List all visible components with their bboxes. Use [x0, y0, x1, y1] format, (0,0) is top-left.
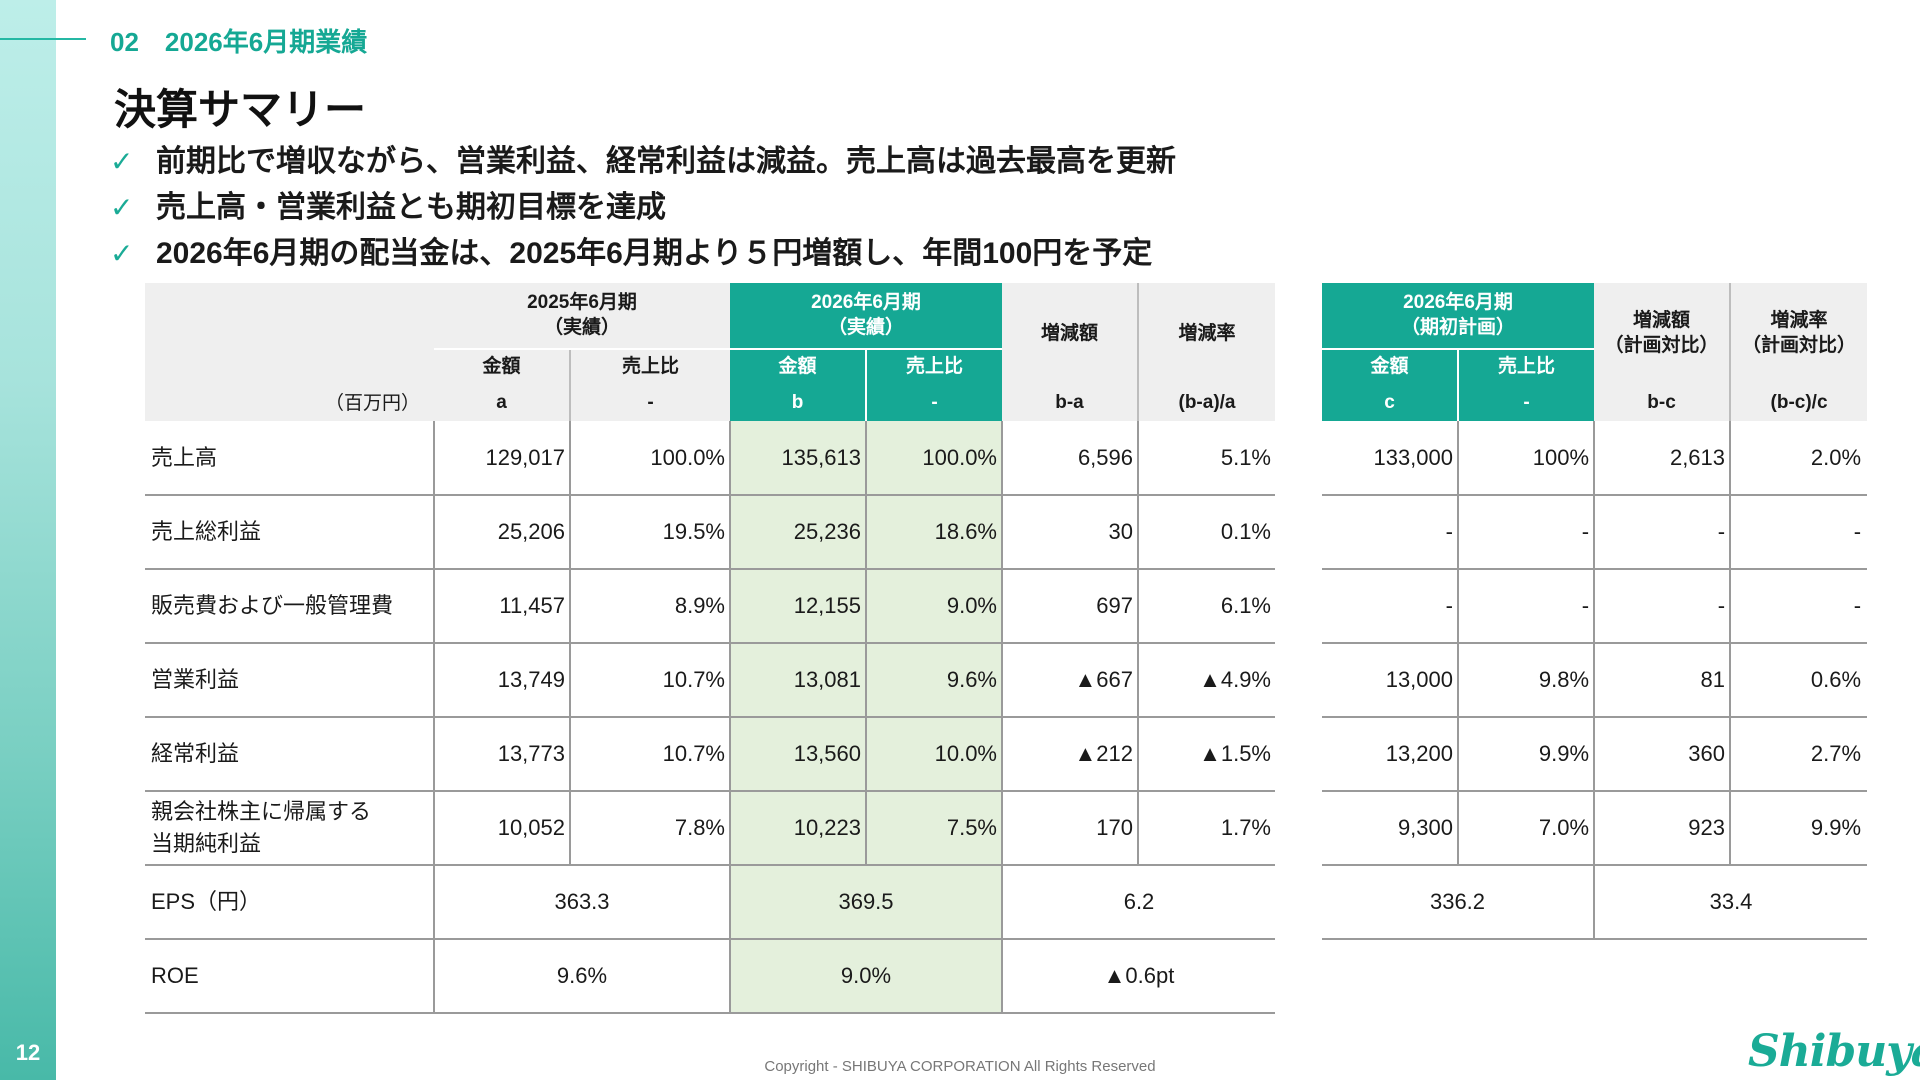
section-heading: 02 2026年6月期業績: [110, 22, 367, 59]
header-prev-year: 2025年6月期 （実績）: [434, 283, 730, 350]
section-title: 2026年6月期業績: [164, 27, 368, 57]
subheader-ratio: 売上比: [1456, 349, 1595, 385]
header-rate: 増減率: [1137, 283, 1275, 385]
plan-table: 2026年6月期 （期初計画） 増減額 （計画対比） 増減率 （計画対比） 金額…: [1322, 283, 1868, 940]
page-title: 決算サマリー: [114, 86, 367, 133]
header-plan: 2026年6月期 （期初計画）: [1322, 283, 1595, 350]
check-icon: ✓: [110, 192, 134, 223]
code-label: -: [569, 385, 730, 421]
bullet-item: ✓ 2026年6月期の配当金は、2025年6月期より５円増額し、年間100円を予定: [110, 232, 1176, 278]
code-label: b-c: [1594, 385, 1731, 421]
header-current-year: 2026年6月期 （実績）: [730, 283, 1002, 350]
code-label: c: [1322, 385, 1458, 421]
code-label: (b-c)/c: [1729, 385, 1868, 421]
table-row-eps: EPS（円） 363.3 369.5 6.2: [145, 865, 1275, 940]
section-number: 02: [110, 27, 139, 57]
subheader-amount: 金額: [434, 349, 570, 385]
shibuya-logo: Shibuya: [1748, 1026, 1920, 1077]
subheader-ratio: 売上比: [865, 349, 1002, 385]
page-number: 12: [15, 1040, 41, 1065]
code-label: -: [865, 385, 1002, 421]
bullet-item: ✓ 売上高・営業利益とも期初目標を達成: [110, 186, 1176, 232]
code-label: (b-a)/a: [1137, 385, 1275, 421]
unit-header-cell: （百万円）: [145, 283, 434, 421]
table-row: 13,000 9.8% 81 0.6%: [1322, 643, 1868, 718]
sidebar-gradient-bar: [0, 0, 56, 1080]
header-plan-rate: 増減率 （計画対比）: [1729, 283, 1868, 385]
table-row: 営業利益 13,749 10.7% 13,081 9.6% ▲667 ▲4.9%: [145, 643, 1275, 718]
bullet-item: ✓ 前期比で増収ながら、営業利益、経常利益は減益。売上高は過去最高を更新: [110, 140, 1176, 186]
check-icon: ✓: [110, 146, 134, 177]
subheader-ratio: 売上比: [569, 349, 730, 385]
copyright-footer: Copyright - SHIBUYA CORPORATION All Righ…: [764, 1058, 1156, 1075]
table-row: 9,300 7.0% 923 9.9%: [1322, 791, 1868, 866]
subheader-amount: 金額: [1322, 349, 1458, 385]
table-row-roe: ROE 9.6% 9.0% ▲0.6pt: [145, 939, 1275, 1014]
unit-label: （百万円）: [324, 393, 420, 414]
table-row: 13,200 9.9% 360 2.7%: [1322, 717, 1868, 792]
code-label: -: [1456, 385, 1595, 421]
table-row: 経常利益 13,773 10.7% 13,560 10.0% ▲212 ▲1.5…: [145, 717, 1275, 792]
check-icon: ✓: [110, 238, 134, 269]
table-row: - - - -: [1322, 569, 1868, 644]
section-divider-line: [0, 38, 86, 40]
table-row: 売上総利益 25,206 19.5% 25,236 18.6% 30 0.1%: [145, 495, 1275, 570]
code-label: b: [730, 385, 866, 421]
header-plan-diff: 増減額 （計画対比）: [1594, 283, 1731, 385]
code-label: a: [434, 385, 570, 421]
table-row-eps: 336.2 33.4: [1322, 865, 1868, 940]
table-row: 販売費および一般管理費 11,457 8.9% 12,155 9.0% 697 …: [145, 569, 1275, 644]
results-table: （百万円） 2025年6月期 （実績） 2026年6月期 （実績） 増減額 増減…: [145, 283, 1275, 1014]
table-row: 売上高 129,017 100.0% 135,613 100.0% 6,596 …: [145, 421, 1275, 496]
table-row: 親会社株主に帰属する 当期純利益 10,052 7.8% 10,223 7.5% …: [145, 791, 1275, 866]
summary-bullets: ✓ 前期比で増収ながら、営業利益、経常利益は減益。売上高は過去最高を更新 ✓ 売上高…: [110, 140, 1176, 278]
code-label: b-a: [1002, 385, 1138, 421]
table-row: 133,000 100% 2,613 2.0%: [1322, 421, 1868, 496]
header-diff: 増減額: [1002, 283, 1138, 385]
subheader-amount: 金額: [730, 349, 866, 385]
table-row: - - - -: [1322, 495, 1868, 570]
